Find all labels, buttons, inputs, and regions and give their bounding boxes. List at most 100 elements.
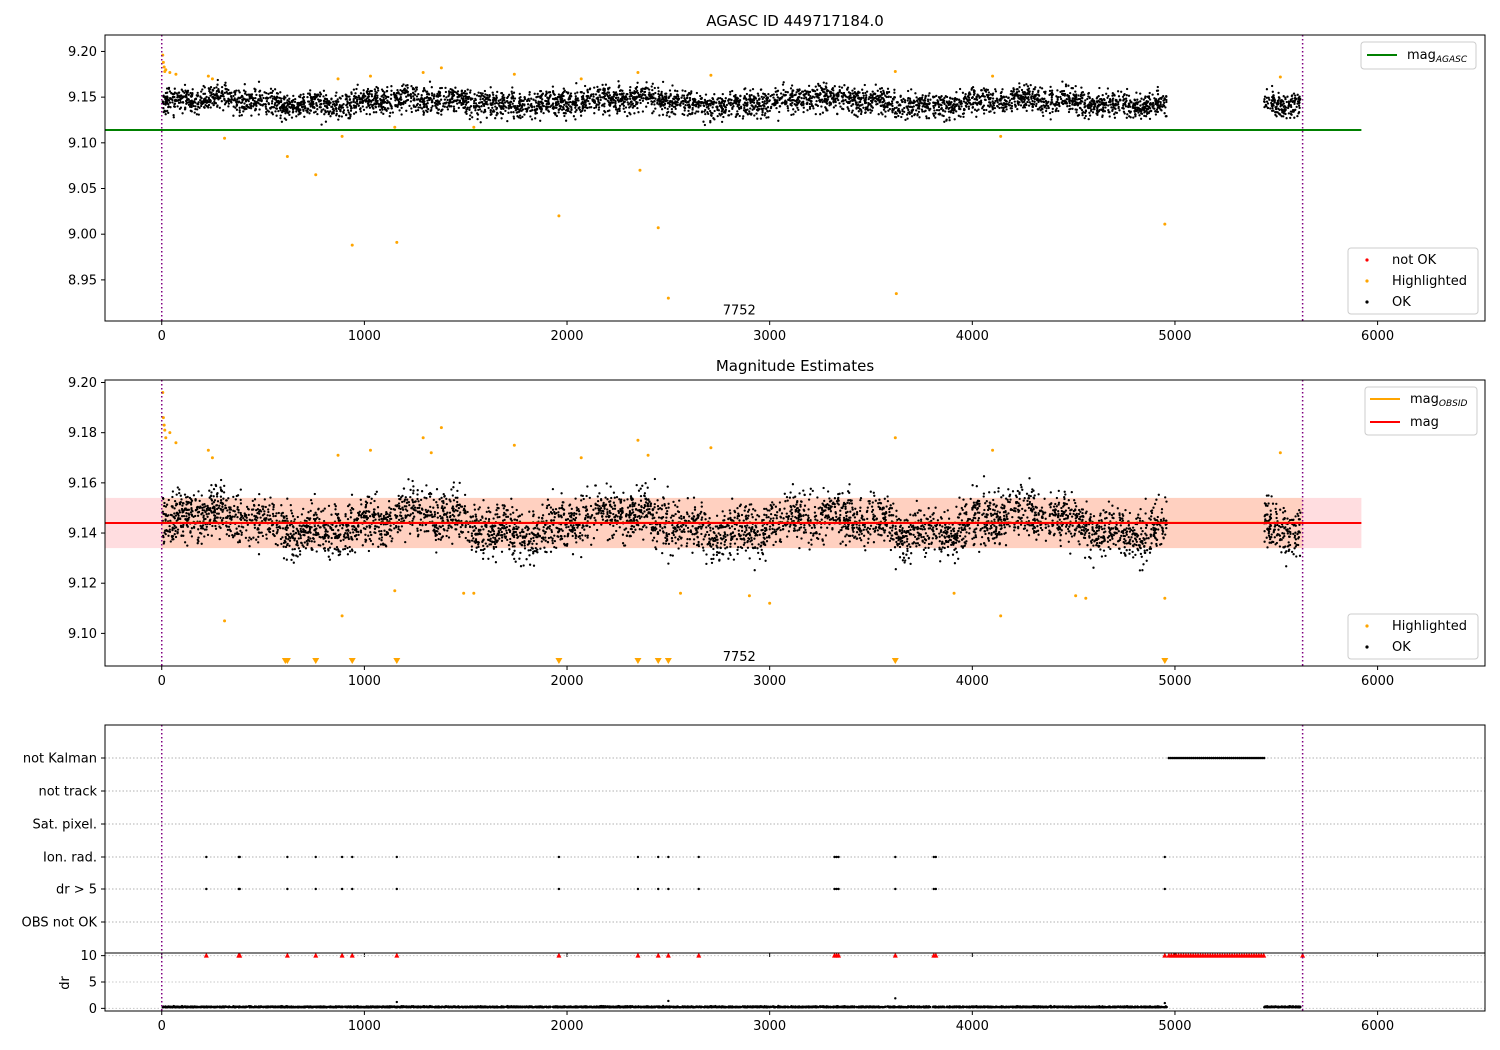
panel-1-ok-point [419,106,422,109]
panel-1-ok-point [709,113,713,117]
panel-1-ok-point [985,108,988,112]
panel-1-ok-point [483,102,486,106]
panel-1-ok-point [1031,92,1034,96]
panel-1-ok-point [1139,104,1142,107]
panel-1-ok-point [528,91,531,94]
panel-1-ok-point [685,96,689,100]
panel-1-ok-point [1068,101,1071,105]
panel-1-ok-point [1016,100,1019,103]
panel-1-ok-point [609,97,612,100]
panel-1-ok-point [509,100,513,104]
panel-1-ok-point [650,103,653,106]
panel-1-ok-point [692,104,696,107]
panel-1-highlighted-point-23 [579,77,583,81]
panel-1-ok-point [1116,103,1119,106]
panel-1-ok-point [1045,104,1048,107]
panel-1-ok-point [723,100,726,103]
panel-1-ok-point [422,99,425,103]
panel-1-ok-point [257,113,260,116]
panel-1-ok-point [657,86,660,89]
panel-1-ok-point [179,98,182,102]
panel-1-ok-point [1079,102,1082,105]
panel-1-ok-point [926,102,929,106]
panel-1-ok-point [675,100,679,103]
panel-1-ok-point [286,94,289,97]
panel-1-ok-point [514,104,517,108]
legend-mag-agasc: mag [1407,48,1436,63]
panel-1-ok-point [380,95,383,98]
panel-1-ok-point [942,109,945,112]
panel-1-ok-point [673,89,677,92]
panel-1-ok-point [515,111,518,114]
panel-1-ok-point [625,93,628,96]
panel-1-ok-point [1282,115,1285,118]
panel-1-ok-point [1283,104,1286,108]
panel-1-ok-point [303,115,306,118]
panel-1-ok-point [1143,114,1146,118]
panel-1-ok-point [372,107,375,110]
panel-1-ok-point [1086,97,1089,101]
panel-1-ok-point [758,105,761,108]
panel-1-ok-point [572,115,576,118]
panel-1-ok-point [574,92,577,95]
panel-1-ok-point [977,108,980,111]
panel-1-ok-point [790,104,793,107]
panel-1-ok-point [1074,97,1077,100]
panel-1-ok-point [736,112,740,116]
panel-1-ok-point [806,101,809,104]
panel-1-ok-point [1008,104,1012,107]
panel-1-ok-point [207,87,210,90]
panel-1-ok-point [858,100,861,104]
panel-1-ok-point [1010,101,1013,105]
panel-1-ok-point [727,114,731,117]
panel-1-ok-point [1296,114,1299,118]
panel-1-highlighted-point-12 [336,77,340,81]
panel-1-ok-point [229,95,233,98]
panel-1-ok-point [171,101,174,104]
panel-1-ok-point [464,103,468,106]
panel-1-ok-point [939,107,943,111]
panel-1-ok-point [1097,94,1100,98]
panel-1-ok-point [1101,93,1104,97]
panel-1-ok-point [547,91,551,94]
panel-1-ok-point [320,109,323,112]
panel-1-ok-point [807,84,811,88]
panel-1-ok-point [400,103,403,106]
panel-1-ok-point [503,105,507,108]
panel-1-ok-point [1129,116,1132,119]
panel-1-ok-point [816,96,819,99]
panel-1-ok-point [1271,90,1274,93]
panel-2-ok-point [277,511,280,515]
panel-2-ok-point [240,533,243,536]
panel-1-ok-point [839,105,842,108]
panel-1-ok-point [181,112,184,115]
panel-1-ok-point [588,96,591,100]
panel-1-ok-point [652,92,655,96]
panel-1-ok-point [1002,108,1005,112]
panel-1-ok-point [745,92,749,96]
panel-1-ok-point [792,113,795,116]
panel-1-ok-point [501,97,504,100]
panel-1-ok-point [876,102,879,106]
panel-1-ok-point [425,104,428,108]
panel-1-ok-point [335,107,338,110]
panel-1-ok-point [1080,91,1084,94]
panel-1-ok-point [496,90,499,94]
panel-1-ok-point [536,92,539,96]
panel-1-ok-point [1297,111,1301,114]
panel-1-ok-point [1029,83,1032,87]
panel-1-highlighted-point-19 [439,66,443,70]
panel-1-ok-point [608,102,612,105]
panel-1-ok-point [444,90,448,94]
panel-1-ok-point [927,100,930,103]
panel-1-ok-point [948,116,951,119]
panel-1-ok-point [1112,104,1115,107]
panel-1-ok-point [387,101,390,104]
panel-2-ok-point [719,542,723,545]
panel-1-ok-point [640,97,643,100]
panel-1-ok-point [389,102,392,106]
panel-1-ok-point [671,100,674,103]
panel-1-ok-point [1049,118,1052,121]
panel-1-ok-point [235,108,239,111]
panel-1-ok-point [199,99,202,102]
